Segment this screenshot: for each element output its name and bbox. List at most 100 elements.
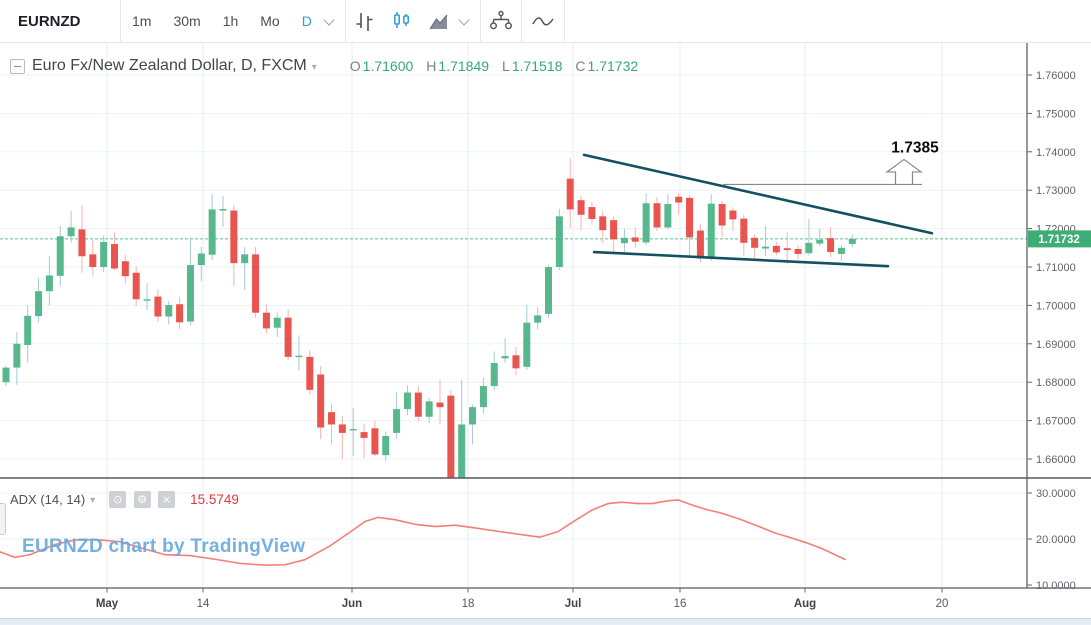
- candle-body: [458, 424, 466, 478]
- indicator-value: 15.5749: [190, 491, 239, 507]
- high-value: 1.71849: [438, 58, 490, 74]
- bottom-scroll-strip[interactable]: [0, 618, 1091, 625]
- candle-body: [132, 272, 140, 300]
- candle-body: [317, 374, 325, 428]
- adx-axis-label: 30.0000: [1036, 488, 1076, 500]
- candle-body: [273, 317, 281, 328]
- price-axis-label: 1.74000: [1036, 147, 1076, 159]
- candle-body: [479, 386, 487, 408]
- candle-body: [837, 247, 845, 254]
- candle-body: [89, 254, 97, 267]
- candle-body: [414, 392, 422, 417]
- candle-body: [762, 246, 769, 249]
- pane-resize-handle[interactable]: [0, 503, 6, 535]
- time-axis-label: 14: [197, 598, 210, 610]
- high-label: H: [426, 58, 437, 74]
- candle-body: [67, 227, 75, 237]
- candle-body: [360, 432, 368, 438]
- interval-1h-button[interactable]: 1h: [214, 0, 248, 42]
- candle-body: [24, 315, 32, 345]
- collapse-pane-icon[interactable]: [10, 58, 25, 74]
- adx-axis-label: 10.0000: [1036, 580, 1076, 592]
- time-axis-label: Jul: [565, 598, 582, 610]
- candle-body: [545, 267, 552, 314]
- candlestick-icon[interactable]: [383, 0, 420, 42]
- symbol-label[interactable]: EURNZD: [18, 12, 81, 30]
- candle-body: [219, 209, 227, 211]
- candle-body: [382, 435, 390, 456]
- candle-body: [371, 428, 379, 455]
- price-axis-label: 1.66000: [1036, 454, 1076, 466]
- time-axis[interactable]: May 14 Jun 18 Jul 16 Aug 20: [96, 588, 949, 610]
- candle-body: [501, 356, 509, 359]
- eye-icon[interactable]: ⊙: [109, 491, 127, 508]
- symbol-title[interactable]: Euro Fx/New Zealand Dollar, D, FXCM: [32, 57, 307, 74]
- candle-body: [805, 242, 813, 254]
- candle-body: [512, 355, 520, 369]
- candle-body: [111, 243, 118, 269]
- price-axis[interactable]: 1.760001.750001.740001.730001.720001.710…: [1027, 70, 1076, 592]
- area-chart-icon[interactable]: [420, 0, 458, 42]
- bar-chart-glyph: [356, 12, 373, 31]
- low-label: L: [502, 58, 510, 74]
- price-axis-label: 1.73000: [1036, 185, 1076, 197]
- chart-style-chevron-down-icon[interactable]: [458, 13, 470, 26]
- compare-icon[interactable]: [481, 0, 521, 42]
- candle-body: [295, 355, 303, 358]
- candle-body: [827, 238, 835, 253]
- candle-body: [718, 204, 726, 226]
- candle-body: [338, 424, 346, 433]
- vertical-gridlines: [106, 43, 943, 588]
- bar-chart-icon[interactable]: [346, 0, 383, 42]
- candle-body: [469, 407, 477, 425]
- candlesticks[interactable]: [2, 158, 856, 482]
- adx-legend: ADX (14, 14) ▾ ⊙ ⚙ × 15.5749: [10, 490, 239, 508]
- interval-d-button[interactable]: D: [293, 0, 321, 42]
- candle-body: [610, 220, 618, 240]
- candle-body: [675, 196, 683, 203]
- upper-wedge-line[interactable]: [582, 153, 934, 235]
- candle-body: [165, 305, 173, 317]
- indicator-buttons: ⊙ ⚙ ×: [109, 490, 178, 508]
- close-value: 1.71732: [587, 58, 639, 74]
- toolbar-divider: [479, 0, 481, 42]
- chart-canvas[interactable]: 1.73851.760001.750001.740001.730001.7200…: [0, 43, 1091, 618]
- indicator-dropdown-icon[interactable]: ▾: [90, 494, 96, 506]
- price-target-annotation[interactable]: 1.7385: [723, 139, 939, 186]
- candle-body: [794, 248, 802, 254]
- time-axis-label: Jun: [342, 598, 362, 610]
- candle-body: [816, 239, 824, 244]
- candle-body: [783, 248, 791, 251]
- candle-body: [121, 261, 129, 277]
- time-axis-label: 18: [462, 598, 475, 610]
- interval-chevron-down-icon[interactable]: [323, 13, 335, 26]
- toolbar-divider: [563, 0, 565, 42]
- last-price-badge: 1.71732: [1028, 230, 1091, 248]
- minus-glyph: [14, 65, 21, 67]
- candle-body: [523, 322, 531, 367]
- indicator-name[interactable]: ADX (14, 14): [10, 491, 86, 507]
- candle-body: [176, 304, 184, 323]
- candle-body: [393, 409, 401, 433]
- candle-body: [306, 356, 314, 390]
- close-label: C: [575, 58, 586, 74]
- symbol-dropdown-icon[interactable]: ▾: [311, 61, 317, 73]
- time-axis-label: Aug: [794, 598, 816, 610]
- candle-body: [631, 237, 639, 242]
- up-arrow-icon: [885, 158, 923, 186]
- candle-body: [642, 203, 650, 243]
- close-icon[interactable]: ×: [158, 491, 176, 508]
- interval-mo-button[interactable]: Mo: [251, 0, 288, 42]
- low-value: 1.71518: [511, 58, 563, 74]
- candle-body: [751, 237, 759, 248]
- candle-body: [197, 253, 205, 266]
- candle-body: [13, 343, 21, 368]
- chart-area[interactable]: 1.7385 1.76000 1.75000 1.74000 1.73000 1.7200…: [0, 43, 1091, 618]
- gear-icon[interactable]: ⚙: [133, 491, 151, 508]
- line-tool-icon[interactable]: [522, 0, 564, 42]
- interval-30m-button[interactable]: 30m: [164, 0, 209, 42]
- lower-wedge-line[interactable]: [592, 250, 890, 268]
- time-axis-label: 20: [936, 598, 949, 610]
- interval-1m-button[interactable]: 1m: [123, 0, 160, 42]
